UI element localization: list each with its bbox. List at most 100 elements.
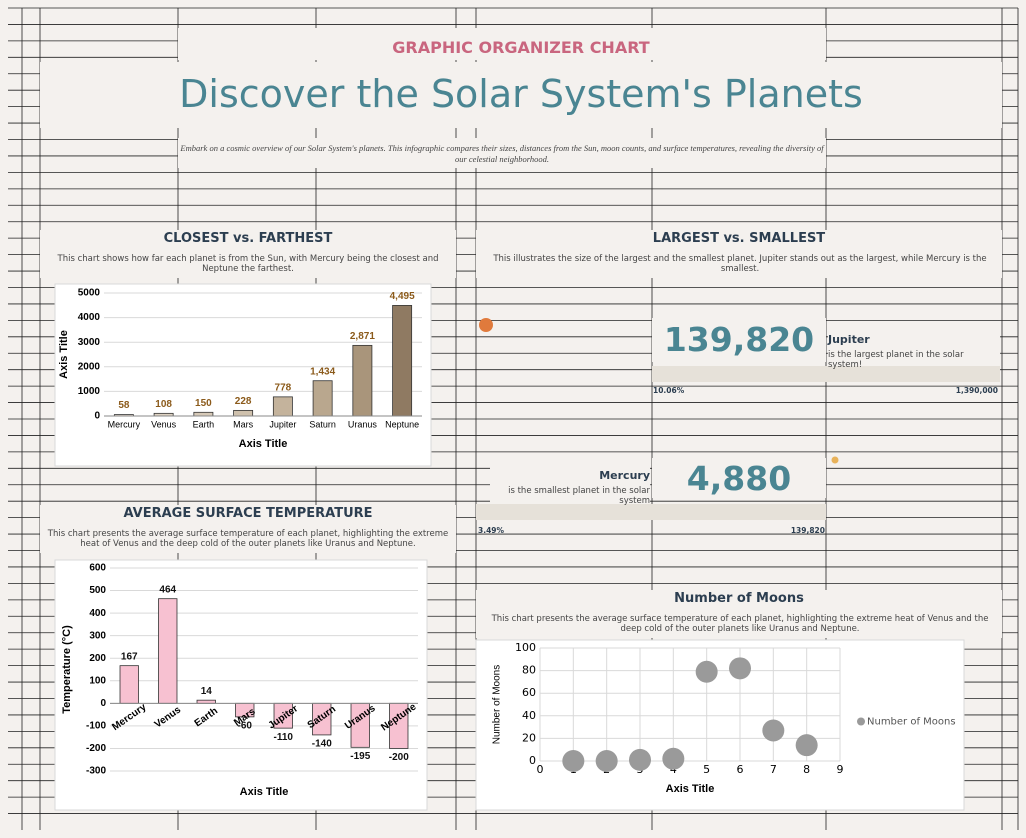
merged-cell — [476, 230, 1002, 278]
bar — [119, 665, 139, 704]
progress-track — [652, 366, 1000, 382]
x-tick-label: 9 — [837, 763, 844, 776]
section-title: LARGEST vs. SMALLEST — [652, 231, 826, 246]
x-tick-label: Earth — [193, 419, 215, 429]
merged-cell — [40, 230, 456, 278]
smallest-name: Mercury — [599, 469, 650, 482]
y-tick-label: 0 — [94, 411, 100, 422]
point — [762, 719, 785, 742]
y-axis-title: Number of Moons — [492, 665, 503, 744]
progress-track — [476, 504, 826, 520]
x-tick-label: Venus — [151, 419, 177, 429]
y-tick-label: -200 — [86, 743, 106, 754]
section-title: Number of Moons — [674, 591, 804, 606]
data-label: -140 — [312, 739, 332, 750]
y-tick-label: 600 — [89, 563, 106, 574]
kicker: GRAPHIC ORGANIZER CHART — [392, 38, 650, 57]
planet-icon — [831, 456, 839, 464]
legend-marker — [857, 717, 865, 726]
data-label: 228 — [235, 396, 252, 407]
merged-cell — [828, 330, 1000, 372]
x-tick-label: 6 — [737, 763, 744, 776]
x-axis-title: Axis Title — [240, 786, 289, 798]
data-label: 2,871 — [350, 331, 375, 342]
data-label: -200 — [389, 752, 409, 763]
y-tick-label: -100 — [86, 721, 106, 732]
section-subtitle: This illustrates the size of the largest… — [493, 254, 987, 274]
data-label: 1,434 — [310, 366, 335, 377]
y-tick-label: 60 — [522, 686, 536, 699]
point — [662, 747, 685, 770]
x-tick-label: Jupiter — [269, 419, 296, 429]
merged-cell — [652, 318, 826, 362]
section-subtitle: This chart presents the average surface … — [47, 529, 449, 549]
merged-cell — [178, 28, 826, 60]
data-label: 464 — [159, 584, 176, 595]
bar — [352, 344, 373, 417]
description: Embark on a cosmic overview of our Solar… — [180, 143, 824, 164]
bar — [193, 411, 214, 417]
y-tick-label: 1000 — [78, 386, 101, 397]
merged-cell — [476, 590, 1002, 638]
x-tick-label: Uranus — [348, 419, 378, 429]
data-label: 4,495 — [390, 291, 415, 302]
data-label: 778 — [275, 383, 292, 394]
y-tick-label: 80 — [522, 664, 536, 677]
largest-percent: 10.06% — [653, 386, 685, 395]
x-tick-label: 8 — [803, 763, 810, 776]
x-axis-title: Axis Title — [666, 783, 715, 795]
point — [729, 657, 751, 680]
data-label: -60 — [238, 721, 253, 732]
bar — [392, 305, 413, 417]
point — [629, 748, 651, 771]
data-label: 58 — [118, 400, 130, 411]
y-tick-label: 100 — [89, 675, 106, 686]
y-tick-label: 400 — [89, 608, 106, 619]
y-tick-label: 4000 — [78, 312, 101, 323]
y-tick-label: 200 — [89, 653, 106, 664]
chart-area — [54, 559, 428, 811]
largest-value: 139,820 — [663, 320, 815, 359]
merged-cell — [40, 62, 1002, 128]
section-title: CLOSEST vs. FARTHEST — [163, 231, 333, 246]
y-tick-label: 300 — [89, 630, 106, 641]
bar — [272, 396, 293, 417]
data-label: 150 — [195, 398, 212, 409]
x-tick-label: Mars — [233, 419, 253, 429]
merged-cell — [178, 138, 826, 168]
section-subtitle: This chart shows how far each planet is … — [57, 254, 439, 274]
smallest-max: 139,820 — [790, 526, 825, 535]
merged-cell — [652, 458, 826, 498]
y-tick-label: 40 — [522, 709, 536, 722]
section-subtitle: This chart presents the average surface … — [491, 614, 989, 634]
y-tick-label: 2000 — [78, 361, 101, 372]
y-axis-title: Axis Title — [58, 330, 70, 379]
bar — [158, 598, 178, 704]
merged-cell — [490, 466, 650, 510]
data-label: 14 — [201, 686, 213, 697]
y-tick-label: 20 — [522, 731, 536, 744]
y-tick-label: 100 — [515, 641, 536, 654]
point — [595, 750, 618, 772]
smallest-percent: 3.49% — [478, 526, 505, 535]
x-tick-label: 0 — [537, 763, 544, 776]
largest-text: is the largest planet in the solar syste… — [828, 350, 964, 370]
point — [562, 750, 585, 772]
planet-icon — [479, 318, 493, 332]
point — [795, 734, 818, 757]
y-tick-label: 0 — [100, 698, 106, 709]
page-title: Discover the Solar System's Planets — [179, 72, 863, 116]
x-axis-title: Axis Title — [239, 438, 288, 450]
x-tick-label: Neptune — [385, 419, 419, 429]
y-tick-label: 3000 — [78, 337, 101, 348]
data-label: 108 — [155, 399, 172, 410]
bar — [312, 380, 333, 417]
y-tick-label: -300 — [86, 766, 106, 777]
y-tick-label: 5000 — [78, 288, 101, 299]
chart-area — [475, 639, 965, 811]
y-tick-label: 0 — [529, 754, 536, 767]
merged-cell — [40, 505, 456, 553]
largest-max: 1,390,000 — [955, 386, 998, 395]
